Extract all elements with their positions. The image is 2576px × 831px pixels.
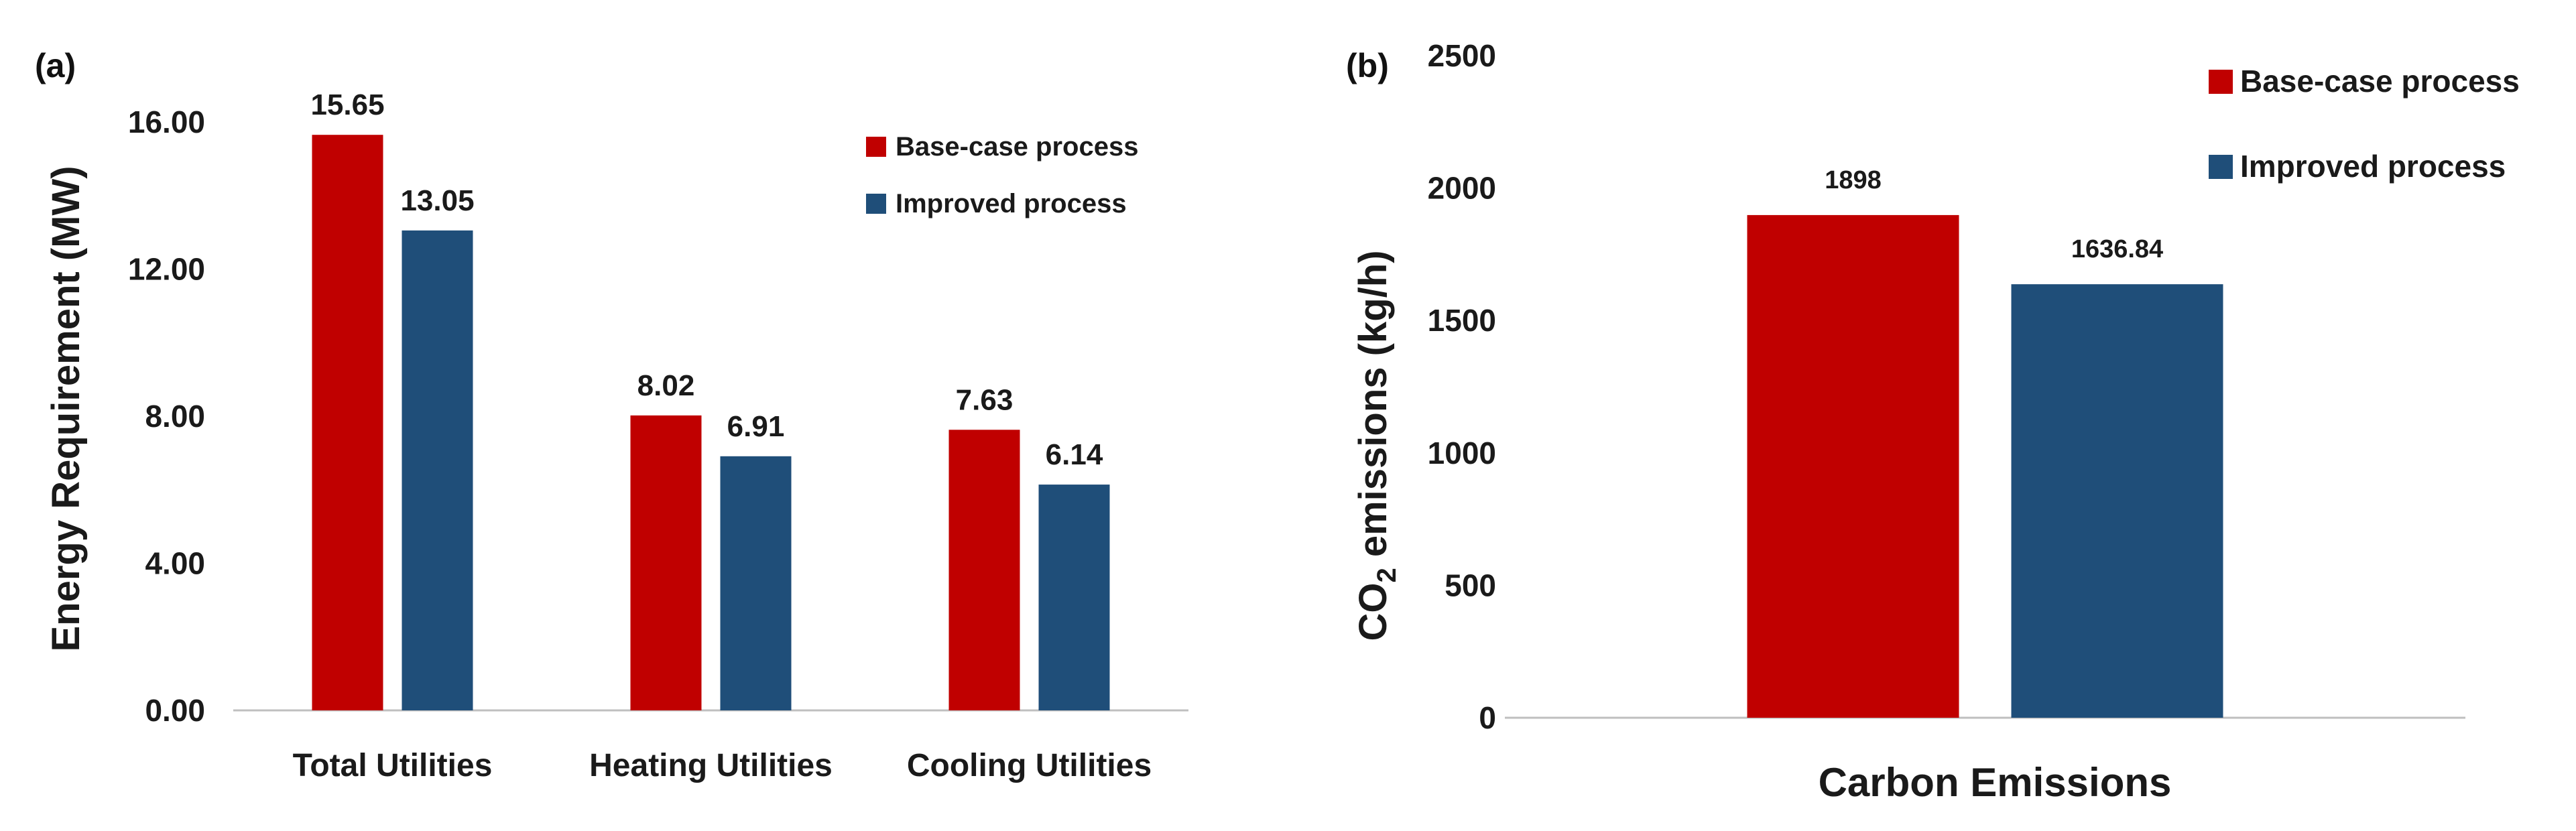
legend-label-base-case: Base-case process <box>2240 64 2520 99</box>
y-tick-label: 1000 <box>1428 436 1496 470</box>
data-label-cooling-utilities-improved-process: 6.14 <box>1046 438 1103 471</box>
panel-a-categories: Total Utilities Heating Utilities Cooling … <box>293 748 1152 783</box>
panel-b-legend: Base-case process Improved process <box>2209 64 2520 184</box>
y-tick-label: 1500 <box>1428 303 1496 338</box>
y-label-co: CO <box>1351 583 1395 641</box>
panel-b-x-label: Carbon Emissions <box>1819 760 2172 805</box>
panel-b: (b) 0 500 1000 1500 2000 2500 1898 1636.84 Car… <box>1346 38 2520 805</box>
y-tick-label: 8.00 <box>145 399 205 434</box>
bar-total-utilities-improved-process <box>402 230 473 711</box>
y-tick-label: 16.00 <box>128 105 205 139</box>
data-label-carbon-emissions-base-case-process: 1898 <box>1825 166 1882 194</box>
panel-b-bars: 1898 1636.84 <box>1747 166 2223 718</box>
x-tick-label-heating-utilities: Heating Utilities <box>589 748 833 783</box>
panel-a-label: (a) <box>35 47 76 84</box>
legend-label-base-case: Base-case process <box>896 132 1138 162</box>
panel-b-label: (b) <box>1346 47 1389 84</box>
legend-swatch-base-case <box>2209 70 2233 94</box>
panel-a-y-axis: 0.00 4.00 8.00 12.00 16.00 <box>128 105 205 728</box>
legend-swatch-improved <box>866 194 886 214</box>
data-label-cooling-utilities-base-case-process: 7.63 <box>956 383 1014 416</box>
bar-heating-utilities-improved-process <box>720 456 792 710</box>
x-tick-label-cooling-utilities: Cooling Utilities <box>907 748 1152 783</box>
y-tick-label: 12.00 <box>128 252 205 287</box>
y-tick-label: 2000 <box>1428 171 1496 206</box>
panel-b-y-axis: 0 500 1000 1500 2000 2500 <box>1428 38 1496 735</box>
data-label-total-utilities-improved-process: 13.05 <box>400 184 474 217</box>
y-label-subscript: 2 <box>1372 568 1402 582</box>
data-label-carbon-emissions-improved-process: 1636.84 <box>2071 235 2163 263</box>
panel-a: (a) 0.00 4.00 8.00 12.00 16.00 15.65 13.05 8.0… <box>35 47 1188 783</box>
bar-carbon-emissions-base-case-process <box>1747 214 1959 718</box>
data-label-heating-utilities-base-case-process: 8.02 <box>637 369 695 402</box>
legend-label-improved: Improved process <box>896 189 1127 218</box>
data-label-heating-utilities-improved-process: 6.91 <box>727 410 785 443</box>
y-tick-label: 0.00 <box>145 693 205 728</box>
y-tick-label: 2500 <box>1428 38 1496 73</box>
legend-swatch-base-case <box>866 137 886 157</box>
bar-total-utilities-base-case-process <box>312 135 383 711</box>
bar-heating-utilities-base-case-process <box>630 415 702 710</box>
y-tick-label: 4.00 <box>145 546 205 581</box>
legend-swatch-improved <box>2209 155 2233 179</box>
panel-b-y-label: CO2 emissions (kg/h) <box>1351 250 1402 641</box>
y-tick-label: 500 <box>1445 568 1496 602</box>
bar-cooling-utilities-base-case-process <box>948 430 1020 710</box>
bar-carbon-emissions-improved-process <box>2011 284 2223 718</box>
y-label-rest: emissions (kg/h) <box>1351 250 1395 568</box>
legend-label-improved: Improved process <box>2240 149 2506 184</box>
panel-a-legend: Base-case process Improved process <box>866 132 1138 218</box>
panel-a-bars: 15.65 13.05 8.02 6.91 7.63 6.14 <box>310 88 1110 711</box>
panel-a-y-label: Energy Requirement (MW) <box>44 166 88 651</box>
bar-cooling-utilities-improved-process <box>1038 485 1110 710</box>
x-tick-label-total-utilities: Total Utilities <box>293 748 493 783</box>
data-label-total-utilities-base-case-process: 15.65 <box>310 88 384 121</box>
y-tick-label: 0 <box>1479 700 1496 735</box>
